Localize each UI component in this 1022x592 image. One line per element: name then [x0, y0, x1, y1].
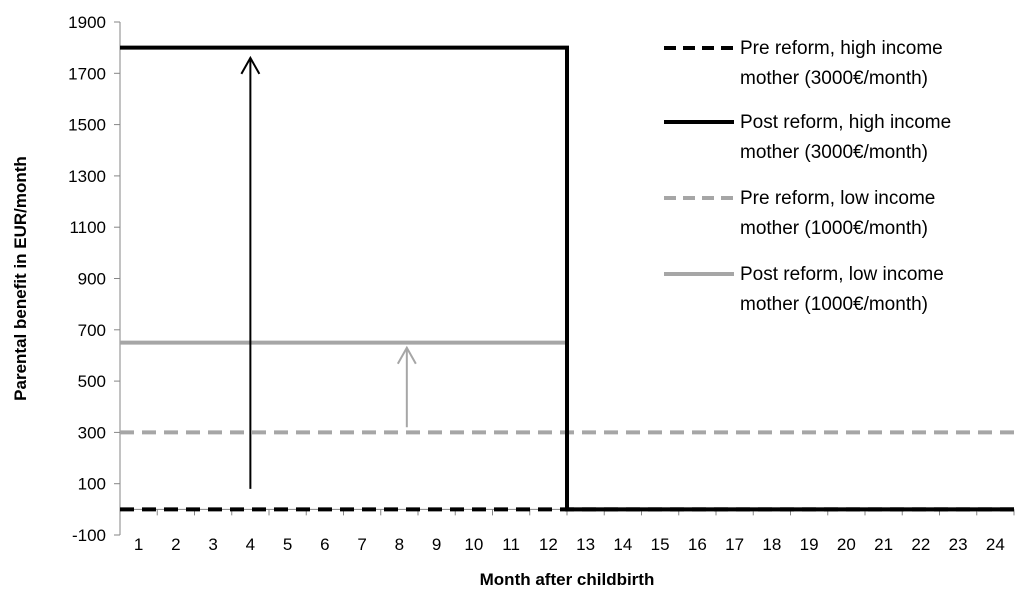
x-tick-label: 17: [725, 535, 744, 554]
x-tick-label: 2: [171, 535, 180, 554]
y-tick-label: 1300: [68, 167, 106, 186]
y-tick-label: 700: [78, 321, 106, 340]
y-tick-label: 1700: [68, 64, 106, 83]
y-tick-label: 500: [78, 372, 106, 391]
legend-label-4: Post reform, low income: [740, 264, 944, 285]
x-tick-label: 20: [837, 535, 856, 554]
y-tick-label: 300: [78, 423, 106, 442]
y-tick-label: -100: [72, 526, 106, 545]
x-tick-label: 15: [651, 535, 670, 554]
x-tick-label: 18: [762, 535, 781, 554]
x-tick-label: 12: [539, 535, 558, 554]
y-axis-title: Parental benefit in EUR/month: [11, 156, 30, 401]
y-tick-label: 1900: [68, 13, 106, 32]
x-tick-label: 16: [688, 535, 707, 554]
y-tick-label: 900: [78, 270, 106, 289]
x-tick-label: 22: [911, 535, 930, 554]
x-tick-label: 8: [395, 535, 404, 554]
y-tick-label: 100: [78, 475, 106, 494]
x-tick-label: 9: [432, 535, 441, 554]
x-tick-label: 23: [949, 535, 968, 554]
legend-label-4: mother (1000€/month): [740, 294, 928, 315]
annotation-arrow-head: [240, 55, 261, 75]
y-tick-label: 1100: [69, 218, 106, 237]
legend-label-3: mother (1000€/month): [740, 218, 928, 239]
annotation-arrow-head: [396, 345, 417, 365]
x-tick-label: 19: [800, 535, 819, 554]
x-tick-label: 11: [502, 535, 520, 554]
x-tick-label: 13: [576, 535, 595, 554]
x-tick-label: 6: [320, 535, 329, 554]
x-tick-label: 5: [283, 535, 292, 554]
x-tick-label: 24: [986, 535, 1005, 554]
y-tick-label: 1500: [68, 116, 106, 135]
x-tick-label: 4: [246, 535, 255, 554]
legend-label-1: Pre reform, high income: [740, 38, 943, 59]
legend-label-2: mother (3000€/month): [740, 142, 928, 163]
x-axis-title: Month after childbirth: [480, 570, 655, 589]
legend-label-1: mother (3000€/month): [740, 68, 928, 89]
x-tick-label: 7: [357, 535, 366, 554]
x-tick-label: 14: [613, 535, 632, 554]
x-tick-label: 1: [134, 535, 143, 554]
legend-label-3: Pre reform, low income: [740, 188, 935, 209]
legend-label-2: Post reform, high income: [740, 112, 951, 133]
x-tick-label: 3: [208, 535, 217, 554]
x-tick-label: 21: [874, 535, 893, 554]
x-tick-label: 10: [464, 535, 483, 554]
